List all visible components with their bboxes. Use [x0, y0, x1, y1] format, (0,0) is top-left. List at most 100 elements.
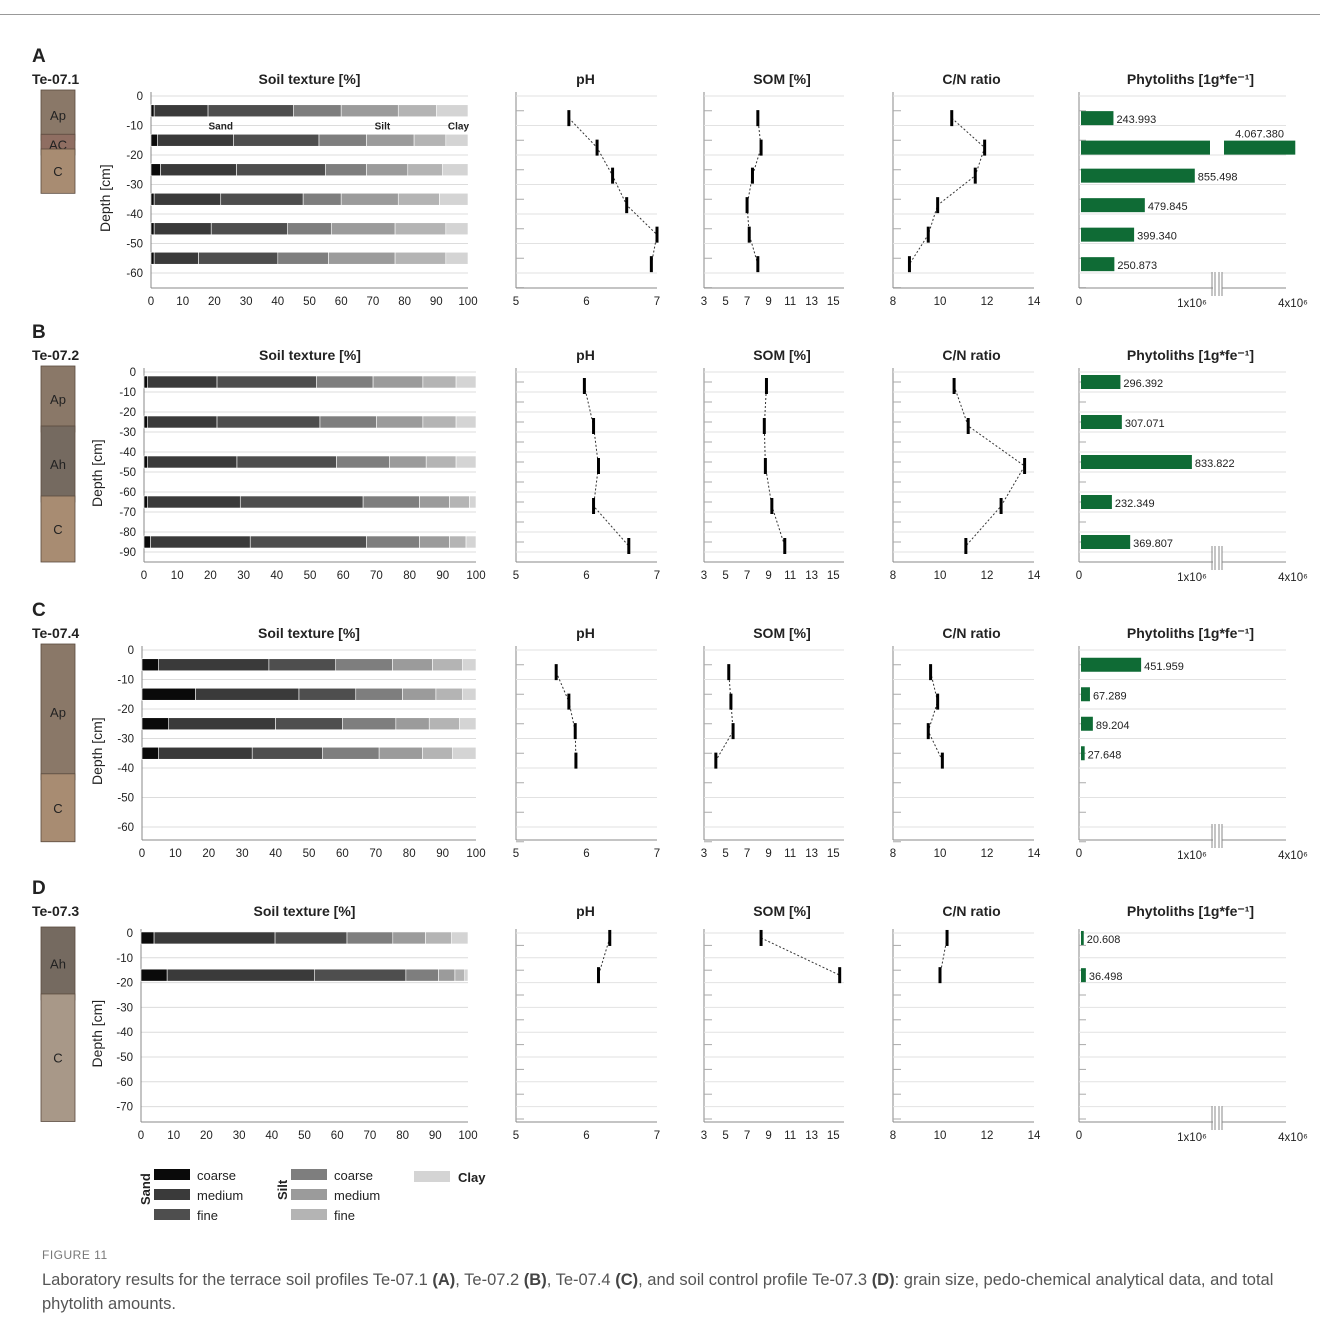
texture-bar-segment [432, 658, 463, 672]
som-title: SOM [%] [753, 347, 811, 363]
ph-title: pH [576, 625, 595, 641]
som-tick-label: 3 [701, 570, 707, 582]
texture-tick-label: 100 [458, 1130, 477, 1142]
som-tick-label: 7 [744, 848, 750, 860]
ph-tick-label: 6 [583, 1130, 589, 1142]
som-tick-label: 13 [805, 848, 818, 860]
ph-tick-label: 5 [513, 296, 519, 308]
ph-tick-label: 6 [583, 296, 589, 308]
texture-tick-label: 30 [240, 296, 253, 308]
texture-tick-label: 40 [271, 296, 284, 308]
depth-tick-label: -40 [117, 763, 134, 775]
depth-axis-label: Depth [cm] [89, 717, 105, 785]
legend-sand-medium-swatch [154, 1189, 190, 1200]
axis-break-gap [1213, 544, 1222, 570]
depth-tick-label: -30 [126, 180, 143, 192]
phyto-bar [1081, 455, 1192, 469]
depth-tick-label: 0 [127, 928, 133, 940]
texture-bar-segment [153, 931, 276, 945]
texture-bar-segment [428, 717, 460, 731]
cn-tick-label: 14 [1028, 1130, 1041, 1142]
som-tick-label: 5 [722, 1130, 728, 1142]
phyto-tick-label: 4x10⁶ [1278, 1132, 1308, 1144]
texture-tick-label: 10 [167, 1130, 180, 1142]
depth-tick-label: -20 [117, 704, 134, 716]
depth-axis-label: Depth [cm] [97, 164, 113, 232]
depth-tick-label: -50 [116, 1052, 133, 1064]
depth-tick-label: -10 [116, 953, 133, 965]
depth-tick-label: 0 [137, 91, 143, 103]
texture-bar-segment [251, 746, 323, 760]
texture-tick-label: 60 [336, 848, 349, 860]
texture-bar-segment [147, 375, 218, 389]
top-rule [0, 14, 1320, 15]
texture-bar-segment [464, 968, 469, 982]
depth-tick-label: -50 [126, 239, 143, 251]
panel-letter: C [32, 600, 46, 621]
horizon-label: Ap [50, 392, 66, 407]
texture-bar-segment [153, 192, 222, 206]
panel-letter: D [32, 878, 46, 899]
texture-bar-segment [150, 104, 155, 118]
texture-bar-segment [455, 415, 477, 429]
depth-tick-label: -10 [117, 675, 134, 687]
texture-bar-segment [366, 133, 415, 147]
texture-bar-segment [147, 415, 218, 429]
texture-bar-segment [141, 687, 196, 701]
phyto-bar-label: 399.340 [1137, 231, 1177, 243]
texture-bar-segment [274, 931, 348, 945]
caption-text: Laboratory results for the terrace soil … [42, 1268, 1282, 1316]
profile-name: Te-07.3 [32, 903, 79, 919]
depth-tick-label: -30 [116, 1002, 133, 1014]
som-tick-label: 13 [805, 296, 818, 308]
phyto-bar [1081, 415, 1122, 429]
texture-bar-segment [150, 133, 158, 147]
texture-tick-label: 90 [436, 848, 449, 860]
ph-tick-label: 5 [513, 1130, 519, 1142]
horizon-label: Ah [50, 457, 66, 472]
depth-tick-label: -10 [126, 121, 143, 133]
phyto-title: Phytoliths [1g*fe⁻¹] [1127, 347, 1254, 363]
depth-tick-label: -60 [119, 487, 136, 499]
phyto-bar [1081, 930, 1084, 945]
phyto-bar-label: 369.807 [1133, 538, 1173, 550]
legend-silt-fine-swatch [291, 1209, 327, 1220]
caption-part: , Te-07.2 [455, 1271, 524, 1289]
cn-tick-label: 12 [981, 570, 994, 582]
caption-part: (B) [523, 1271, 547, 1289]
texture-tick-label: 70 [369, 848, 382, 860]
texture-bar-segment [275, 717, 343, 731]
phyto-bar [1081, 716, 1093, 731]
depth-tick-label: -20 [126, 150, 143, 162]
texture-tick-label: 30 [237, 570, 250, 582]
texture-tick-label: 70 [364, 1130, 377, 1142]
legend-sand-fine: fine [197, 1208, 218, 1223]
texture-bar-segment [319, 415, 377, 429]
som-line [760, 937, 840, 976]
legend: Sand coarse medium fine Silt coarse medi… [138, 1168, 486, 1223]
texture-tick-label: 40 [270, 570, 283, 582]
texture-bar-segment [340, 192, 399, 206]
texture-bar-segment [394, 222, 447, 236]
som-tick-label: 7 [744, 1130, 750, 1142]
figure-caption: FIGURE 11 Laboratory results for the ter… [42, 1248, 1282, 1316]
texture-tick-label: 60 [337, 570, 350, 582]
cn-tick-label: 12 [981, 296, 994, 308]
cn-tick-label: 10 [934, 1130, 947, 1142]
ph-tick-label: 6 [583, 570, 589, 582]
cn-line [953, 385, 1026, 547]
som-tick-label: 11 [784, 570, 796, 582]
texture-bar-segment [216, 415, 321, 429]
texture-tick-label: 60 [331, 1130, 344, 1142]
phyto-bar [1081, 746, 1085, 761]
phyto-bar [1081, 227, 1135, 242]
texture-tick-label: 20 [202, 848, 215, 860]
phyto-bar [1081, 257, 1115, 272]
horizon-block [40, 926, 76, 1001]
legend-silt-medium-swatch [291, 1189, 327, 1200]
caption-part: (C) [615, 1271, 639, 1289]
phyto-bar-label: 36.498 [1089, 971, 1123, 983]
texture-bar-segment [158, 746, 253, 760]
texture-bar-segment [168, 717, 276, 731]
som-title: SOM [%] [753, 625, 811, 641]
